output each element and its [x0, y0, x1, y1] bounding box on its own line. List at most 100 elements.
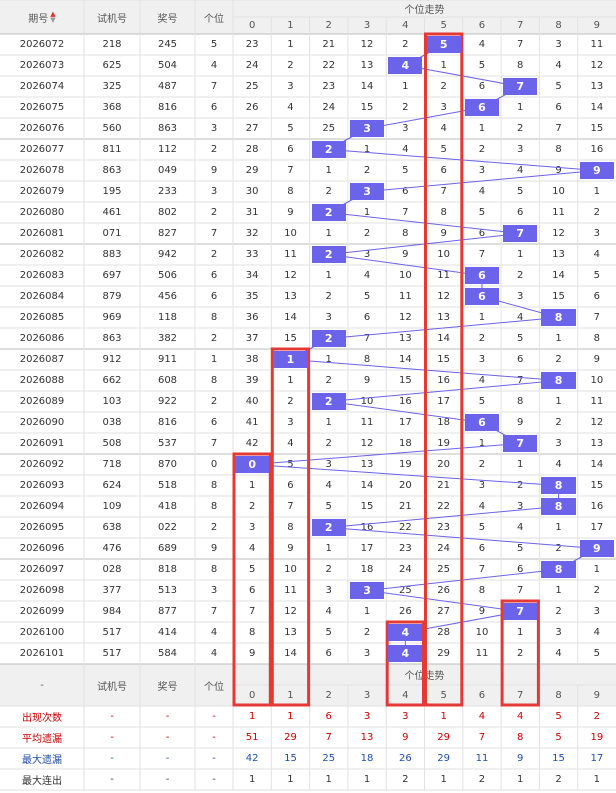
issue-header[interactable]: 期号 ▲ ▼	[0, 0, 84, 34]
trend-cell: 14	[284, 648, 297, 659]
trial-number: 377	[102, 585, 122, 596]
trend-cell: 3	[517, 144, 524, 155]
prize-number: 816	[157, 417, 178, 428]
trend-cell: 23	[245, 39, 259, 50]
units-digit: 4	[210, 627, 218, 638]
trend-cell: 1	[555, 585, 562, 596]
hit-ball: 8	[541, 477, 576, 494]
units-digit: 6	[210, 102, 218, 113]
trend-cell: 5	[325, 627, 332, 638]
trial-number: 625	[102, 60, 122, 71]
units-digit: 2	[210, 144, 218, 155]
trend-cell: 5	[593, 270, 601, 281]
units-digit: 8	[210, 501, 218, 512]
hit-ball: 3	[349, 183, 385, 200]
trend-cell: 6	[402, 186, 409, 197]
trend-cell: 3	[478, 165, 486, 176]
issue-number: 2026099	[19, 606, 65, 617]
trend-cell: 12	[590, 417, 604, 428]
trend-cell: 3	[287, 417, 294, 428]
trend-cell: 6	[478, 228, 486, 239]
trial-number: 883	[102, 249, 122, 260]
trend-cell: 12	[590, 60, 604, 71]
stat-value: 29	[437, 753, 451, 764]
issue-number: 2026089	[19, 396, 65, 407]
prize-number: 233	[157, 186, 178, 197]
trial-number: 325	[102, 81, 122, 92]
hit-ball: 2	[311, 519, 346, 536]
stat-value: 2	[555, 774, 562, 785]
trend-cell: 20	[398, 480, 412, 491]
trend-cell: 13	[437, 312, 451, 323]
stat-value: 18	[360, 753, 374, 764]
trend-cell: 26	[245, 102, 259, 113]
stat-value: 1	[440, 774, 447, 785]
trend-cell: 2	[248, 501, 256, 512]
trend-cell: 6	[440, 165, 447, 176]
trend-cell: 41	[245, 417, 259, 428]
trend-cell: 11	[398, 291, 412, 302]
digit-header-2: 2	[309, 17, 348, 34]
trend-cell: 19	[437, 438, 451, 449]
trend-cell: 10	[552, 186, 565, 197]
stat-value: 15	[552, 753, 565, 764]
trend-cell: 12	[360, 39, 374, 50]
hit-ball: 6	[464, 99, 500, 116]
digit-header-5: 5	[424, 17, 463, 34]
trend-cell: 7	[287, 165, 294, 176]
trend-cell: 5	[478, 522, 486, 533]
trend-cell: 3	[363, 648, 371, 659]
trend-cell: 4	[555, 60, 562, 71]
stat-value: 1	[287, 774, 294, 785]
trend-cell: 1	[402, 81, 409, 92]
units-digit: 2	[210, 396, 218, 407]
trend-cell: 18	[437, 417, 451, 428]
trend-cell: 2	[325, 438, 332, 449]
trend-cell: 4	[478, 501, 486, 512]
trend-cell: 1	[593, 186, 601, 197]
trend-cell: 1	[517, 249, 524, 260]
trend-cell: 3	[478, 354, 486, 365]
footer-digit-3: 3	[347, 685, 387, 706]
trend-cell: 22	[398, 522, 412, 533]
trend-cell: 5	[325, 501, 332, 512]
trend-header: 个位走势	[233, 0, 616, 17]
stat-value: 1	[248, 711, 256, 722]
issue-number: 2026078	[19, 165, 65, 176]
trend-cell: 2	[517, 480, 524, 491]
hit-ball: 6	[464, 267, 500, 284]
trend-cell: 17	[360, 543, 374, 554]
issue-number: 2026073	[19, 60, 65, 71]
trend-cell: 4	[555, 648, 562, 659]
stat-label: 平均遗漏	[22, 734, 62, 745]
trend-cell: 2	[325, 564, 332, 575]
trend-cell: 19	[398, 459, 412, 470]
stat-value: 2	[478, 774, 486, 785]
issue-number: 2026098	[19, 585, 65, 596]
trend-cell: 9	[555, 165, 562, 176]
trial-number: 195	[102, 186, 122, 197]
trend-cell: 4	[478, 39, 486, 50]
trend-cell: 8	[248, 627, 256, 638]
trend-cell: 7	[517, 585, 524, 596]
trend-cell: 15	[284, 333, 297, 344]
issue-number: 2026101	[19, 648, 65, 659]
trend-cell: 12	[284, 606, 297, 617]
trend-cell: 22	[322, 60, 336, 71]
trend-cell: 37	[245, 333, 259, 344]
trend-cell: 7	[248, 606, 256, 617]
trend-cell: 1	[325, 270, 332, 281]
hit-ball: 7	[503, 225, 538, 242]
trend-cell: 7	[478, 564, 486, 575]
trend-cell: 12	[360, 438, 374, 449]
sort-arrows-icon[interactable]: ▲ ▼	[50, 10, 56, 24]
trend-cell: 10	[284, 564, 297, 575]
stat-value: 1	[363, 774, 371, 785]
trend-cell: 35	[245, 291, 259, 302]
trend-cell: 7	[555, 123, 562, 134]
trend-cell: 24	[398, 564, 412, 575]
digit-header-9: 9	[577, 17, 616, 34]
trend-cell: 18	[398, 438, 412, 449]
trend-cell: 5	[517, 543, 524, 554]
trend-cell: 7	[517, 39, 524, 50]
